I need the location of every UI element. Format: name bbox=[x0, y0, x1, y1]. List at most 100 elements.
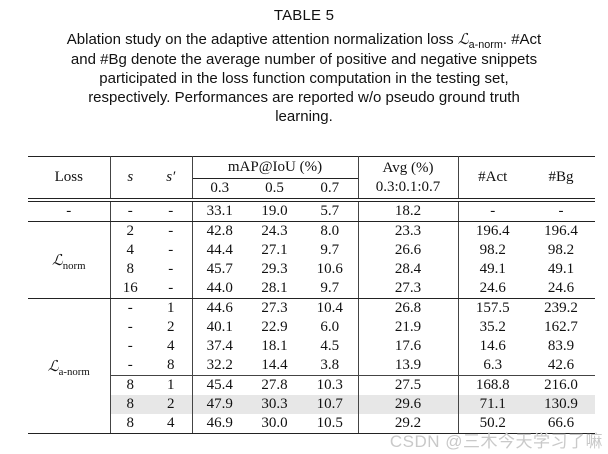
map-0.5-value: 27.3 bbox=[261, 300, 288, 316]
caption-line-4: respectively. Performances are reported … bbox=[88, 89, 520, 106]
table-row: ℒa-norm -1 44.6 27.3 10.4 26.8 157.5 239.2 bbox=[28, 298, 595, 434]
avg-value: 23.3 bbox=[358, 221, 459, 241]
avg-value: 26.8 bbox=[358, 298, 459, 318]
caption-line-2: and #Bg denote the average number of pos… bbox=[70, 51, 538, 68]
loss-symbol: ℒ bbox=[47, 358, 59, 375]
table-row: 4-44.4 27.1 9.7 26.6 98.2 98.2 bbox=[28, 241, 595, 260]
bg-value: 162.7 bbox=[544, 319, 578, 335]
avg-value: 17.6 bbox=[358, 337, 459, 356]
s-value: - bbox=[127, 300, 133, 316]
s-prime-value: 2 bbox=[150, 318, 193, 337]
s-value: 2 bbox=[126, 223, 135, 239]
act-value: 24.6 bbox=[458, 279, 528, 299]
col-header-act: #Act bbox=[458, 156, 528, 202]
s-prime-value: - bbox=[150, 200, 193, 222]
ablation-results-table: Loss s s′ mAP@IoU (%) Avg (%) 0.3:0.1:0.… bbox=[28, 156, 596, 434]
loss-symbol-subscript: norm bbox=[62, 259, 86, 272]
bg-value: 98.2 bbox=[547, 242, 575, 258]
map-0.3-value: 33.1 bbox=[192, 200, 247, 222]
bg-value: 239.2 bbox=[544, 300, 578, 316]
table-row: 8 2 47.9 30.3 10.7 29.6 71.1 130.9 bbox=[28, 395, 596, 414]
s-value: - bbox=[127, 357, 133, 373]
col-header-bg: #Bg bbox=[527, 156, 596, 202]
table-row: - 2 40.1 22.9 6.0 21.9 35.2 162.7 bbox=[28, 318, 595, 337]
map-0.3-value: 44.6 bbox=[206, 300, 233, 316]
avg-value: 29.6 bbox=[358, 395, 459, 414]
table-row: 8 4 46.9 30.0 10.5 29.2 50.2 66.6 bbox=[28, 414, 596, 434]
map-0.5-value: 30.3 bbox=[247, 395, 302, 414]
avg-value: 28.4 bbox=[358, 260, 459, 279]
map-0.7-value: 10.7 bbox=[302, 395, 359, 414]
map-0.5-value: 28.1 bbox=[247, 279, 302, 299]
s-prime-value: - bbox=[150, 260, 193, 279]
map-0.7-value: 5.7 bbox=[302, 200, 359, 222]
avg-value: 21.9 bbox=[358, 318, 459, 337]
header-row-iou-thresholds: 0.3 0.5 0.7 bbox=[28, 178, 595, 202]
act-value: 50.2 bbox=[458, 414, 528, 434]
map-0.7-value: 10.4 bbox=[302, 298, 359, 318]
caption-line-3: participated in the loss function comput… bbox=[99, 70, 509, 87]
loss-symbol-subscript: a-norm bbox=[468, 39, 503, 51]
loss-function-label: - bbox=[28, 200, 111, 222]
table-caption: Ablation study on the adaptive attention… bbox=[0, 30, 608, 126]
table-row: - - -33.1 19.0 5.7 18.2- - bbox=[28, 200, 596, 222]
map-0.3-value: 40.1 bbox=[206, 319, 233, 335]
map-0.7-value: 4.5 bbox=[302, 337, 359, 356]
map-0.5-value: 27.1 bbox=[261, 242, 288, 258]
avg-header-line-1: Avg (%) bbox=[382, 159, 434, 176]
map-0.3-value: 32.2 bbox=[206, 357, 233, 373]
table-row: ℒnorm 2-42.8 24.3 8.0 23.3 196.4 196.4 bbox=[28, 221, 595, 299]
table-body: - - -33.1 19.0 5.7 18.2- - ℒnorm 2-42.8 24.3 8.0 23… bbox=[28, 200, 596, 434]
map-0.7-value: 8.0 bbox=[302, 221, 359, 241]
bg-value: 196.4 bbox=[544, 223, 578, 239]
map-0.3-value: 47.9 bbox=[192, 395, 247, 414]
col-header-iou-0.3: 0.3 bbox=[192, 178, 247, 202]
bg-value: 66.6 bbox=[527, 414, 596, 434]
map-0.5-value: 14.4 bbox=[261, 357, 288, 373]
avg-value: 13.9 bbox=[358, 356, 459, 376]
s-value: 8 bbox=[126, 261, 135, 277]
act-value: 14.6 bbox=[479, 338, 506, 354]
bg-value: 42.6 bbox=[547, 357, 575, 373]
map-0.5-value: 24.3 bbox=[261, 223, 288, 239]
loss-function-label: ℒa-norm bbox=[28, 298, 111, 434]
map-0.7-value: 9.7 bbox=[302, 241, 359, 260]
map-0.7-value: 10.3 bbox=[302, 375, 359, 395]
s-prime-value: - bbox=[150, 241, 193, 260]
avg-value: 29.2 bbox=[358, 414, 459, 434]
s-prime-value: - bbox=[150, 279, 193, 299]
col-header-loss: Loss bbox=[28, 156, 111, 202]
map-0.5-value: 27.8 bbox=[247, 375, 302, 395]
map-0.7-value: 10.6 bbox=[302, 260, 359, 279]
bg-value: 216.0 bbox=[527, 375, 596, 395]
s-value: 8 bbox=[110, 395, 150, 414]
loss-function-label: ℒnorm bbox=[28, 221, 111, 299]
act-value: 6.3 bbox=[483, 357, 503, 373]
header-row-main: Loss s s′ mAP@IoU (%) Avg (%) 0.3:0.1:0.… bbox=[28, 156, 596, 202]
bg-value: 49.1 bbox=[547, 261, 575, 277]
act-value: - bbox=[458, 200, 528, 222]
s-value: - bbox=[110, 200, 150, 222]
map-0.3-value: 44.0 bbox=[192, 279, 247, 299]
bg-value: 130.9 bbox=[527, 395, 596, 414]
map-0.5-value: 30.0 bbox=[247, 414, 302, 434]
loss-symbol-subscript: a-norm bbox=[58, 365, 90, 378]
act-value: 98.2 bbox=[479, 242, 506, 258]
table-row: 8-45.7 29.3 10.6 28.4 49.1 49.1 bbox=[28, 260, 595, 279]
act-value: 49.1 bbox=[479, 261, 506, 277]
map-0.7-value: 3.8 bbox=[302, 356, 359, 376]
col-header-iou-0.5: 0.5 bbox=[247, 178, 302, 202]
s-value: 4 bbox=[126, 242, 135, 258]
avg-value: 27.3 bbox=[358, 279, 459, 299]
act-value: 71.1 bbox=[458, 395, 528, 414]
bg-value: 83.9 bbox=[547, 338, 575, 354]
map-0.7-value: 10.5 bbox=[302, 414, 359, 434]
col-group-header-map-iou: mAP@IoU (%) bbox=[192, 156, 359, 179]
caption-line-1: Ablation study on the adaptive attention… bbox=[0, 30, 608, 50]
map-0.3-value: 45.7 bbox=[206, 261, 233, 277]
loss-symbol: ℒ bbox=[51, 252, 63, 269]
map-0.7-value: 9.7 bbox=[302, 279, 359, 299]
act-value: 35.2 bbox=[479, 319, 506, 335]
col-header-s-prime: s′ bbox=[150, 156, 193, 202]
